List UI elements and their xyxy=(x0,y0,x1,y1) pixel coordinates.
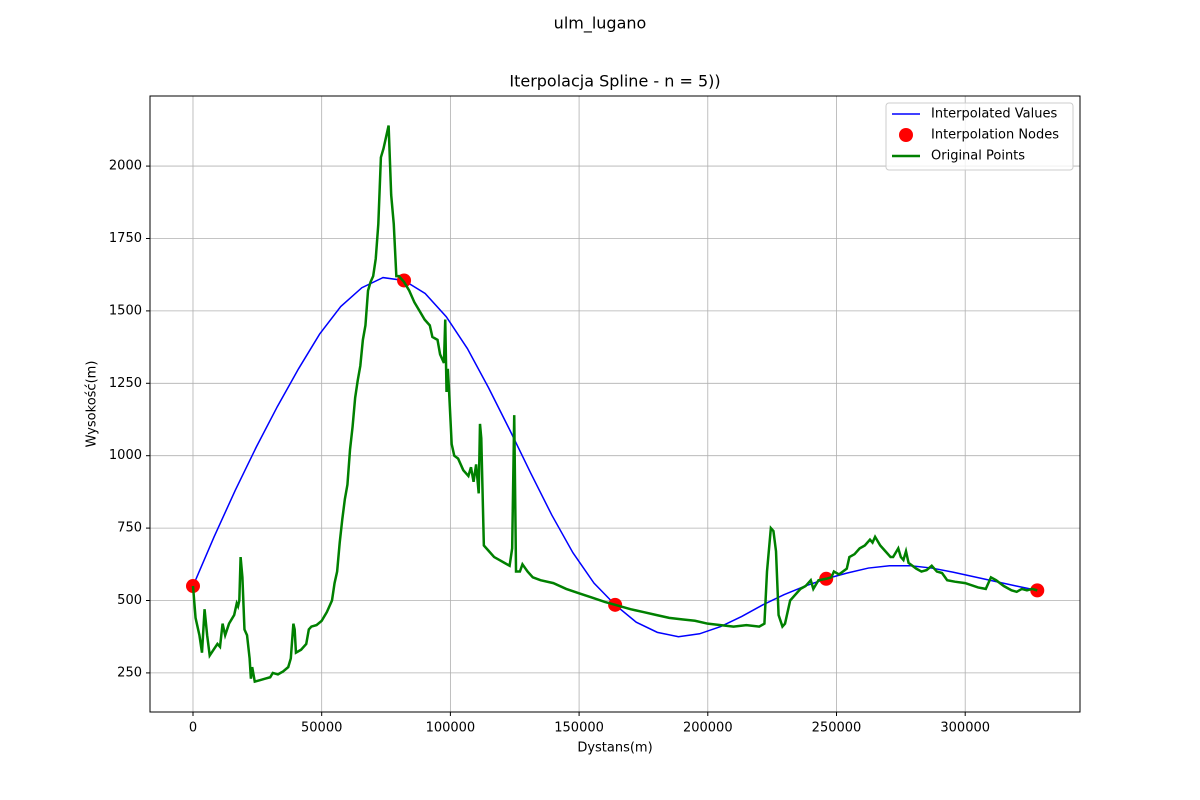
legend-label: Original Points xyxy=(931,149,1025,164)
y-tick-label: 1750 xyxy=(109,231,142,246)
plot-frame xyxy=(149,95,1081,713)
x-tick-label: 200000 xyxy=(683,721,733,736)
y-tick-label: 500 xyxy=(117,593,142,608)
x-tick-label: 250000 xyxy=(812,721,862,736)
y-tick-label: 250 xyxy=(117,665,142,680)
y-tick-label: 1000 xyxy=(109,448,142,463)
suptitle: ulm_lugano xyxy=(554,14,647,34)
y-tick-label: 750 xyxy=(117,521,142,536)
legend-label: Interpolation Nodes xyxy=(931,128,1059,143)
x-tick-label: 150000 xyxy=(554,721,604,736)
chart-title: Iterpolacja Spline - n = 5)) xyxy=(509,72,720,91)
legend-marker xyxy=(899,128,913,142)
legend-label: Interpolated Values xyxy=(931,107,1057,122)
data-line xyxy=(192,276,1038,638)
x-tick-label: 100000 xyxy=(426,721,476,736)
y-tick-label: 2000 xyxy=(109,159,142,174)
y-tick-label: 1250 xyxy=(109,376,142,391)
x-axis-label: Dystans(m) xyxy=(577,741,652,756)
y-tick-label: 1500 xyxy=(109,303,142,318)
x-tick-label: 50000 xyxy=(301,721,342,736)
legend-box xyxy=(885,102,1074,171)
data-line xyxy=(191,125,1038,684)
x-tick-label: 300000 xyxy=(940,721,990,736)
y-axis-label: Wysokość(m) xyxy=(85,361,100,448)
x-tick-label: 0 xyxy=(189,721,197,736)
